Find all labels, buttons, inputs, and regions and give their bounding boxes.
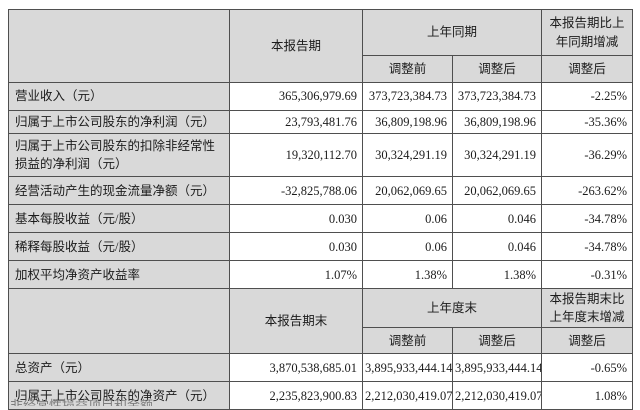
cell-before: 0.06 [362,204,453,234]
cell-after: 1.38% [451,260,543,290]
cell-current: 0.030 [229,204,363,234]
row-label: 归属于上市公司股东的净利润（元） [8,109,230,135]
cell-before: 1.38% [362,260,453,290]
row-label: 归属于上市公司股东的扣除非经常性损益的净利润（元） [8,133,230,178]
cell-change: -2.25% [541,82,634,111]
cell-current: 365,306,979.69 [229,82,363,111]
cell-change: -35.36% [541,109,634,135]
header-current-period-end: 本报告期末 [229,288,363,355]
cell-before: 2,212,030,419.07 [362,381,453,410]
table-row: 加权平均净资产收益率 1.07% 1.38% 1.38% -0.31% [8,260,634,290]
cell-before: 373,723,384.73 [362,82,453,111]
table-row: 归属于上市公司股东的扣除非经常性损益的净利润（元） 19,320,112.70 … [8,133,634,178]
cell-current: 23,793,481.76 [229,109,363,135]
subheader-change-after-adjust: 调整后 [541,55,634,83]
row-label: 归属于上市公司股东的净资产（元） [8,381,230,410]
financial-summary-table: 本报告期 上年同期 本报告期比上年同期增减 调整前 调整后 调整后 营业收入（元… [8,9,634,410]
cell-current: 2,235,823,900.83 [229,381,363,410]
cell-before: 3,895,933,444.14 [362,353,453,383]
cell-after: 0.046 [451,204,543,234]
header-change-group-end: 本报告期末比上年度末增减 [541,288,634,329]
table-row: 经营活动产生的现金流量净额（元） -32,825,788.06 20,062,0… [8,176,634,206]
table-row: 归属于上市公司股东的净利润（元） 23,793,481.76 36,809,19… [8,109,634,135]
header-subrow-period-end: 调整前 调整后 调整后 [9,327,634,355]
cutoff-section-title: 非经常性损益项目和金额 [10,398,154,406]
cell-before: 30,324,291.19 [362,133,453,178]
subheader-before-adjust: 调整前 [362,55,453,83]
cell-after: 20,062,069.65 [451,176,543,206]
row-label: 经营活动产生的现金流量净额（元） [8,176,230,206]
cell-change: -0.31% [541,260,634,290]
cell-current: -32,825,788.06 [229,176,363,206]
cell-after: 373,723,384.73 [451,82,543,111]
cell-after: 36,809,198.96 [451,109,543,135]
cell-before: 20,062,069.65 [362,176,453,206]
cell-change: -34.78% [541,204,634,234]
header-blank-cell [8,288,230,355]
table-row: 营业收入（元） 365,306,979.69 373,723,384.73 37… [8,82,634,111]
row-label: 加权平均净资产收益率 [8,260,230,290]
table-row: 总资产（元） 3,870,538,685.01 3,895,933,444.14… [8,353,634,383]
cell-after: 30,324,291.19 [451,133,543,178]
subheader-before-adjust: 调整前 [362,327,453,355]
header-change-group: 本报告期比上年同期增减 [541,9,634,56]
header-current-period: 本报告期 [229,9,363,83]
cell-after: 2,212,030,419.07 [451,381,543,410]
header-prior-year-end-group: 上年度末 [361,288,543,329]
cell-current: 1.07% [229,260,363,290]
cell-change: 1.08% [541,381,634,410]
cell-current: 0.030 [229,232,363,262]
row-label: 营业收入（元） [8,82,230,111]
table-row: 归属于上市公司股东的净资产（元） 2,235,823,900.83 2,212,… [8,381,634,410]
cell-after: 0.046 [451,232,543,262]
table-row: 稀释每股收益（元/股） 0.030 0.06 0.046 -34.78% [8,232,634,262]
header-subrow-period: 调整前 调整后 调整后 [9,55,634,83]
cell-change: -0.65% [541,353,634,383]
cell-change: -263.62% [541,176,634,206]
header-prior-period-group: 上年同期 [361,9,543,56]
subheader-after-adjust: 调整后 [451,55,543,83]
subheader-change-after-adjust: 调整后 [541,327,634,355]
subheader-after-adjust: 调整后 [451,327,543,355]
row-label: 稀释每股收益（元/股） [8,232,230,262]
cell-current: 3,870,538,685.01 [229,353,363,383]
cell-change: -34.78% [541,232,634,262]
cell-before: 0.06 [362,232,453,262]
cell-after: 3,895,933,444.14 [451,353,543,383]
cell-before: 36,809,198.96 [362,109,453,135]
cell-change: -36.29% [541,133,634,178]
row-label: 总资产（元） [8,353,230,383]
header-blank-cell [8,9,230,83]
header-row-period: 本报告期 上年同期 本报告期比上年同期增减 [8,9,634,83]
row-label: 基本每股收益（元/股） [8,204,230,234]
header-row-period-end: 本报告期末 上年度末 本报告期末比上年度末增减 [8,288,634,355]
table-row: 基本每股收益（元/股） 0.030 0.06 0.046 -34.78% [8,204,634,234]
cell-current: 19,320,112.70 [229,133,363,178]
